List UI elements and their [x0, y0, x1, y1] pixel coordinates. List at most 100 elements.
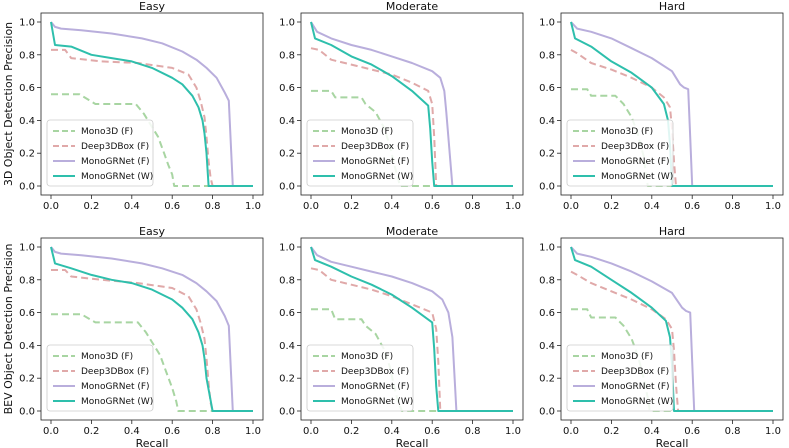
legend: Mono3D (F) Deep3DBox (F) MonoGRNet (F) Mono… [46, 119, 154, 187]
series-line-monogrnet-f [310, 246, 513, 412]
y-tick-label: 0.6 [19, 83, 35, 94]
series-line-deep3dbox-f [310, 47, 513, 187]
legend-box [306, 119, 414, 187]
series-line-mono3d-f [51, 93, 253, 187]
y-tick-label: 1.0 [279, 243, 295, 254]
x-tick-label: 0.4 [124, 201, 140, 212]
x-tick-label: 0.8 [465, 201, 481, 212]
series-line-monogrnet-f [50, 21, 253, 187]
y-tick-label: 0.8 [19, 275, 35, 286]
legend-label: MonoGRNet (W) [81, 172, 153, 182]
y-tick-label: 0.2 [539, 149, 555, 160]
x-tick-label: 0.8 [725, 201, 741, 212]
legend-label: Deep3DBox (F) [601, 142, 669, 152]
legend-label: Deep3DBox (F) [341, 142, 409, 152]
axes-frame [40, 237, 264, 421]
y-tick-label: 0.2 [279, 149, 295, 160]
legend-label: Mono3D (F) [81, 127, 133, 137]
x-tick-label: 0.4 [384, 201, 400, 212]
y-tick-label: 1.0 [19, 18, 35, 29]
legend: Mono3D (F) Deep3DBox (F) MonoGRNet (F) Mono… [566, 344, 674, 412]
y-tick-label: 0.8 [279, 275, 295, 286]
y-tick-label: 0.0 [279, 182, 295, 193]
panel-4: Moderate 0.0 0.2 0.4 0.6 0.8 1.0 0.0 0.2 0.4 0.6 0.… [279, 225, 524, 437]
y-tick-label: 0.2 [19, 149, 35, 160]
legend-box [566, 119, 674, 187]
x-tick-label: 0.8 [725, 426, 741, 437]
x-tick-label: 0.6 [164, 426, 180, 437]
x-tick-label: 0.6 [424, 426, 440, 437]
x-tick-label: 0.6 [424, 201, 440, 212]
series-line-deep3dbox-f [51, 48, 253, 187]
series-line-monogrnet-w [310, 246, 513, 412]
y-tick-label: 0.8 [539, 50, 555, 61]
legend-label: MonoGRNet (W) [601, 172, 673, 182]
x-tick-label: 0.2 [343, 201, 359, 212]
y-tick-label: 0.4 [19, 341, 35, 352]
x-tick-label: 1.0 [245, 201, 261, 212]
panel-title: Easy [139, 225, 165, 238]
legend-box [46, 344, 154, 412]
x-tick-label: 0.6 [164, 201, 180, 212]
legend-label: MonoGRNet (F) [81, 157, 150, 167]
y-tick-label: 0.4 [539, 341, 555, 352]
legend-label: MonoGRNet (W) [341, 397, 413, 407]
y-tick-label: 0.0 [19, 407, 35, 418]
panel-title: Easy [139, 0, 165, 13]
x-tick-label: 0.4 [124, 426, 140, 437]
x-tick-label: 0.8 [205, 426, 221, 437]
x-tick-label: 0.0 [43, 201, 59, 212]
y-tick-label: 0.8 [539, 275, 555, 286]
axes-frame [560, 237, 784, 421]
x-tick-label: 0.0 [563, 426, 579, 437]
legend-label: MonoGRNet (W) [81, 397, 153, 407]
legend-label: Mono3D (F) [341, 127, 393, 137]
x-tick-label: 1.0 [505, 201, 521, 212]
y-tick-label: 0.6 [19, 308, 35, 319]
y-tick-label: 0.6 [539, 83, 555, 94]
y-tick-label: 0.6 [539, 308, 555, 319]
axes-frame [560, 12, 784, 196]
legend-label: Deep3DBox (F) [601, 367, 669, 377]
y-tick-label: 1.0 [279, 18, 295, 29]
series-line-deep3dbox-f [570, 270, 773, 412]
x-tick-label: 0.2 [603, 426, 619, 437]
panel-0: Easy 0.0 0.2 0.4 0.6 0.8 1.0 0.0 0.2 0.4 0.6 0.8 1.0… [19, 0, 264, 212]
y-tick-label: 0.4 [19, 116, 35, 127]
legend-label: MonoGRNet (F) [81, 382, 150, 392]
legend-label: MonoGRNet (F) [601, 157, 670, 167]
x-tick-label: 0.2 [603, 201, 619, 212]
panel-title: Hard [659, 0, 685, 13]
legend-label: Mono3D (F) [601, 352, 653, 362]
legend-box [306, 344, 414, 412]
series-line-mono3d-f [51, 313, 253, 412]
x-tick-label: 1.0 [765, 201, 781, 212]
legend-label: Deep3DBox (F) [81, 142, 149, 152]
y-tick-label: 0.0 [19, 182, 35, 193]
x-tick-label: 0.6 [684, 426, 700, 437]
y-tick-label: 0.4 [279, 116, 295, 127]
y-tick-label: 1.0 [539, 243, 555, 254]
y-tick-label: 0.0 [539, 407, 555, 418]
series-line-monogrnet-w [50, 246, 253, 412]
x-tick-label: 0.8 [465, 426, 481, 437]
axes-frame [40, 12, 264, 196]
legend-box [46, 119, 154, 187]
x-tick-label: 1.0 [765, 426, 781, 437]
x-tick-label: 0.0 [43, 426, 59, 437]
legend: Mono3D (F) Deep3DBox (F) MonoGRNet (F) Mono… [566, 119, 674, 187]
x-tick-label: 0.6 [684, 201, 700, 212]
x-tick-label: 0.2 [83, 201, 99, 212]
series-line-monogrnet-f [50, 246, 253, 412]
y-axis-label-row-0: 3D Object Detection Precision [2, 22, 15, 186]
y-axis-label-row-1: BEV Object Detection Precision [2, 244, 15, 415]
series-line-deep3dbox-f [310, 267, 513, 412]
series-line-monogrnet-f [310, 21, 513, 187]
x-tick-label: 1.0 [245, 426, 261, 437]
x-tick-label: 0.2 [83, 426, 99, 437]
y-tick-label: 0.0 [539, 182, 555, 193]
y-tick-label: 0.2 [19, 374, 35, 385]
series-line-monogrnet-f [570, 21, 773, 187]
panel-2: Hard 0.0 0.2 0.4 0.6 0.8 1.0 0.0 0.2 0.4 0.6 0.8 1.0… [539, 0, 784, 212]
